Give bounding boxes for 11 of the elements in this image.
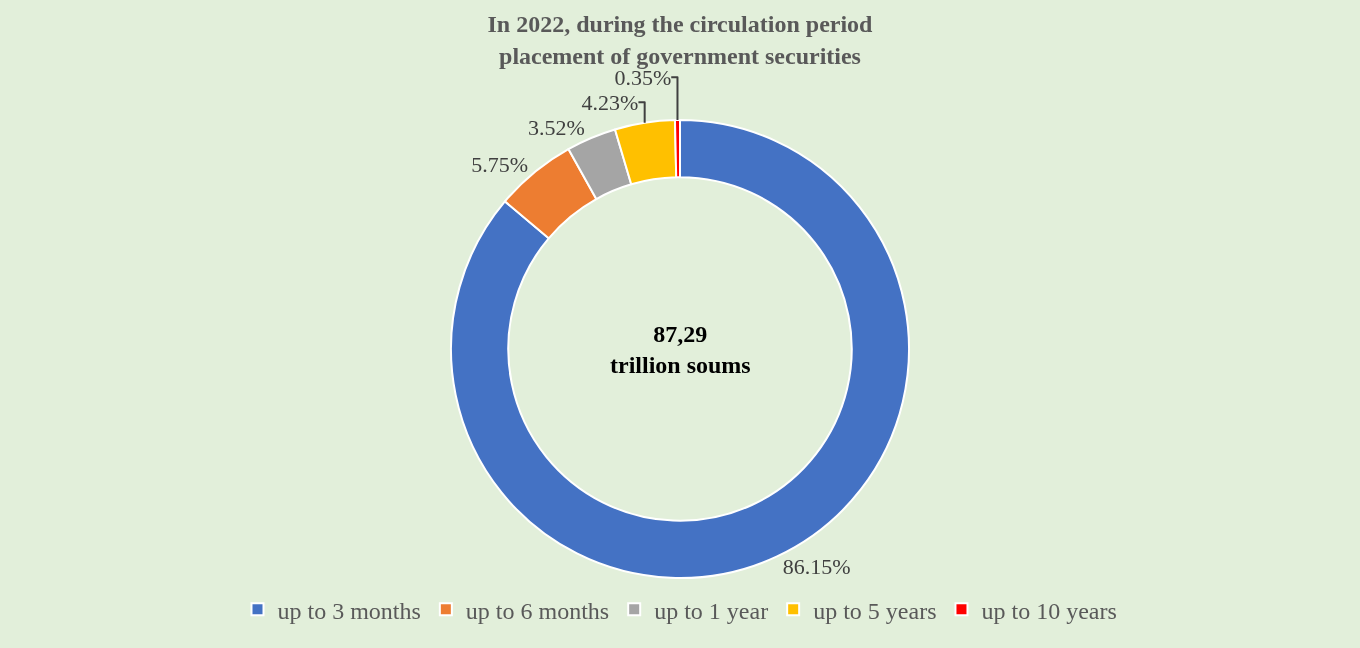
data-label: 4.23% bbox=[581, 89, 639, 115]
text: 87,29 trillion soums bbox=[610, 321, 751, 379]
legend-label: up to 10 years bbox=[981, 597, 1117, 624]
legend-label: up to 6 months bbox=[465, 597, 610, 624]
legend-label: up to 1 year bbox=[654, 597, 769, 624]
legend-label: up to 3 months bbox=[277, 597, 421, 624]
donut-slice bbox=[450, 119, 910, 579]
data-label: 5.75% bbox=[471, 152, 529, 178]
data-label: 3.52% bbox=[528, 114, 585, 140]
legend-label: up to 5 years bbox=[813, 597, 937, 624]
data-label: 86.15% bbox=[782, 554, 851, 580]
